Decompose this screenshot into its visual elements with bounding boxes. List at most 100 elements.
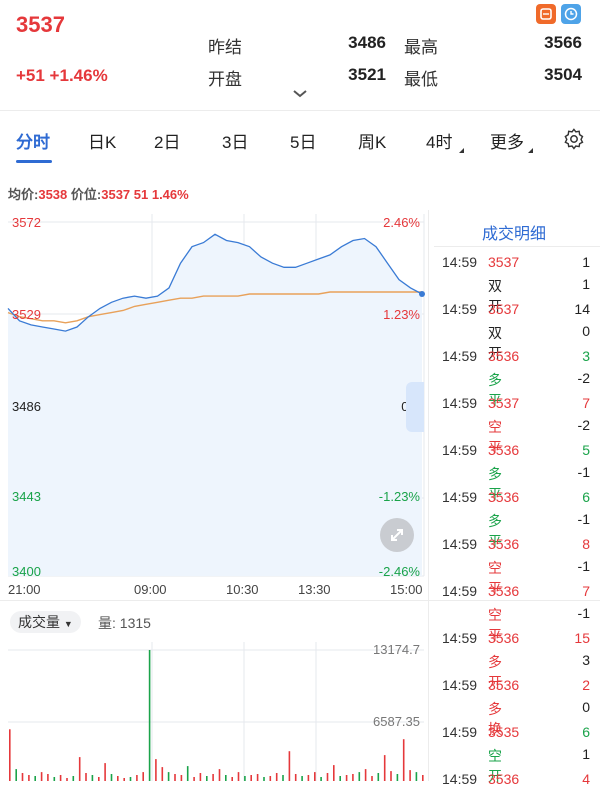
tab-intraday[interactable]: 分时 bbox=[16, 133, 50, 152]
trade-price: 3536 bbox=[488, 583, 520, 599]
volume-indicator-dropdown[interactable]: 成交量 ▼ bbox=[10, 611, 81, 633]
trade-time: 14:59 bbox=[442, 724, 478, 740]
tab-weekly-k[interactable]: 周K bbox=[358, 133, 387, 152]
trade-qty: 7 bbox=[582, 395, 590, 411]
trade-type: 双开 bbox=[488, 325, 502, 361]
tab-3day[interactable]: 3日 bbox=[222, 133, 249, 152]
last-price-dot bbox=[419, 291, 425, 298]
trade-price: 3536 bbox=[488, 677, 520, 693]
tab-4hour-dropdown-icon bbox=[459, 148, 464, 153]
trade-time: 14:59 bbox=[442, 536, 478, 552]
trade-price: 3536 bbox=[488, 630, 520, 646]
high-value: 3566 bbox=[544, 33, 582, 52]
trade-oi-change: 1 bbox=[582, 276, 590, 292]
volume-bar bbox=[212, 774, 214, 781]
volume-bar bbox=[155, 759, 157, 781]
x-label-1330: 13:30 bbox=[298, 582, 331, 597]
tab-more[interactable]: 更多 bbox=[490, 133, 524, 152]
volume-bar bbox=[53, 777, 56, 781]
trade-time: 14:59 bbox=[442, 348, 478, 364]
volume-chart[interactable] bbox=[0, 642, 428, 781]
tab-4hour[interactable]: 4时 bbox=[426, 133, 453, 152]
volume-bar bbox=[206, 776, 208, 781]
x-label-1030: 10:30 bbox=[226, 582, 259, 597]
volume-axis-mid: 6587.35 bbox=[373, 714, 420, 729]
volume-bar bbox=[307, 775, 310, 781]
trade-qty: 3 bbox=[582, 348, 590, 364]
volume-bar bbox=[390, 771, 392, 781]
trade-type: 双开 bbox=[488, 278, 502, 314]
fullscreen-expand-icon[interactable] bbox=[380, 518, 414, 552]
trade-detail-title[interactable]: 成交明细 bbox=[481, 226, 546, 243]
volume-bar bbox=[364, 769, 367, 781]
trade-oi-change: -1 bbox=[577, 558, 590, 574]
trade-oi-change: -1 bbox=[577, 511, 590, 527]
trade-type: 空平 bbox=[488, 607, 502, 643]
volume-bar bbox=[282, 775, 284, 781]
volume-bar bbox=[186, 766, 189, 781]
trade-time: 14:59 bbox=[442, 395, 478, 411]
trade-oi-change: 1 bbox=[582, 746, 590, 762]
volume-divider bbox=[0, 600, 600, 601]
y-label-3400: 3400 bbox=[12, 564, 41, 579]
price-level-label: 价位: bbox=[70, 187, 102, 202]
volume-bar bbox=[59, 775, 62, 781]
volume-bar bbox=[28, 775, 30, 781]
volume-bar bbox=[339, 776, 341, 781]
clock-icon[interactable] bbox=[561, 4, 581, 24]
tab-daily-k[interactable]: 日K bbox=[88, 133, 117, 152]
price-area-fill bbox=[8, 234, 422, 577]
y-label-3486: 3486 bbox=[12, 399, 41, 414]
avg-price-line: 均价:3538 价位:3537 51 1.46% bbox=[8, 184, 189, 203]
trade-oi-change: -2 bbox=[577, 417, 590, 433]
trade-qty: 2 bbox=[582, 677, 590, 693]
volume-bar bbox=[294, 774, 297, 781]
expand-chevron-icon[interactable] bbox=[290, 86, 310, 100]
x-label-0900: 09:00 bbox=[134, 582, 167, 597]
volume-bar bbox=[174, 774, 176, 781]
trade-qty: 7 bbox=[582, 583, 590, 599]
volume-dropdown-label: 成交量 bbox=[18, 614, 60, 630]
intraday-price-chart[interactable] bbox=[0, 210, 428, 582]
y-pct-1.23: 1.23% bbox=[383, 307, 420, 322]
trade-oi-change: -2 bbox=[577, 370, 590, 386]
trade-type: 多平 bbox=[488, 466, 502, 502]
tab-active-indicator bbox=[16, 160, 52, 163]
trade-time: 14:59 bbox=[442, 677, 478, 693]
trade-price: 3537 bbox=[488, 301, 520, 317]
trade-qty: 14 bbox=[574, 301, 590, 317]
volume-bar bbox=[383, 755, 386, 781]
trade-price: 3536 bbox=[488, 536, 520, 552]
tab-more-dropdown-icon bbox=[528, 148, 533, 153]
price-level-value: 3537 51 1.46% bbox=[101, 187, 189, 202]
volume-bar bbox=[256, 774, 259, 781]
volume-bar bbox=[409, 770, 411, 781]
avg-label: 均价: bbox=[8, 187, 39, 202]
volume-bar bbox=[40, 772, 43, 781]
volume-amount: 量: 1315 bbox=[98, 615, 151, 631]
volume-bar bbox=[180, 775, 183, 781]
settings-gear-icon[interactable] bbox=[563, 128, 585, 150]
volume-bar bbox=[269, 776, 272, 781]
y-label-3529: 3529 bbox=[12, 307, 41, 322]
volume-bar bbox=[288, 751, 291, 781]
trade-qty: 15 bbox=[574, 630, 590, 646]
trade-time: 14:59 bbox=[442, 771, 478, 787]
trade-type: 空平 bbox=[488, 419, 502, 455]
calculator-icon[interactable] bbox=[536, 4, 556, 24]
avg-price-line bbox=[7, 291, 422, 324]
tab-5day[interactable]: 5日 bbox=[290, 133, 317, 152]
volume-bar bbox=[142, 772, 144, 781]
volume-bar bbox=[117, 776, 119, 781]
volume-bar bbox=[98, 777, 100, 781]
trade-price: 3537 bbox=[488, 395, 520, 411]
volume-bar bbox=[66, 778, 68, 781]
tab-2day[interactable]: 2日 bbox=[154, 133, 181, 152]
volume-bar bbox=[244, 776, 246, 781]
trade-oi-change: 3 bbox=[582, 652, 590, 668]
y-label-3572: 3572 bbox=[12, 215, 41, 230]
volume-bar bbox=[333, 765, 335, 781]
volume-bar bbox=[148, 650, 151, 781]
trade-time: 14:59 bbox=[442, 630, 478, 646]
trade-panel-handle[interactable] bbox=[406, 382, 424, 432]
